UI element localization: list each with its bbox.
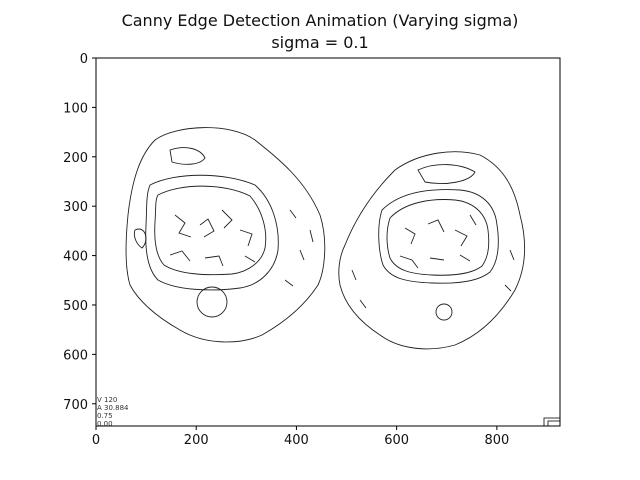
left-detail-5 <box>284 209 314 287</box>
right-detail-2 <box>404 214 477 247</box>
x-tick-label: 200 <box>184 433 209 448</box>
edge-image <box>125 127 561 427</box>
y-tick-label: 400 <box>63 250 88 265</box>
corner-overlay-line: 0.00 <box>97 420 113 428</box>
x-tick-label: 800 <box>484 433 509 448</box>
corner-marker <box>543 417 561 427</box>
right-bone <box>435 303 453 321</box>
y-tick-label: 100 <box>63 101 88 116</box>
corner-overlay-line: 0.75 <box>97 412 113 420</box>
right-detail-1 <box>417 164 476 184</box>
corner-overlay-line: V 120 <box>97 396 117 404</box>
axes-frame <box>95 57 561 427</box>
left-outer-contour <box>125 127 326 343</box>
chart-title: Canny Edge Detection Animation (Varying … <box>121 11 519 30</box>
left-detail-4 <box>169 250 256 267</box>
x-tick-label: 0 <box>92 433 100 448</box>
y-axis: 0 100 200 300 400 500 600 700 <box>63 52 96 413</box>
y-tick-label: 0 <box>80 52 88 67</box>
chart-subtitle: sigma = 0.1 <box>271 33 369 52</box>
left-inner-ring <box>145 174 279 291</box>
y-tick-label: 300 <box>63 200 88 215</box>
right-detail-4 <box>351 249 515 309</box>
left-inner-ring-2 <box>154 185 267 276</box>
left-detail-1 <box>169 147 206 165</box>
corner-marker-inner <box>547 420 561 427</box>
y-tick-label: 600 <box>63 348 88 363</box>
left-detail-3 <box>174 209 253 247</box>
y-tick-label: 200 <box>63 151 88 166</box>
x-tick-label: 600 <box>384 433 409 448</box>
y-tick-label: 500 <box>63 299 88 314</box>
left-bone <box>196 286 228 318</box>
right-detail-3 <box>399 254 471 269</box>
x-axis: 0 200 400 600 800 <box>92 426 509 448</box>
x-tick-label: 400 <box>284 433 309 448</box>
left-detail-2 <box>133 228 147 249</box>
y-tick-label: 700 <box>63 398 88 413</box>
right-inner-ring <box>378 189 499 284</box>
right-outer-contour <box>338 151 525 350</box>
right-inner-ring-2 <box>386 199 490 276</box>
corner-overlay-line: A 30.884 <box>97 404 129 412</box>
